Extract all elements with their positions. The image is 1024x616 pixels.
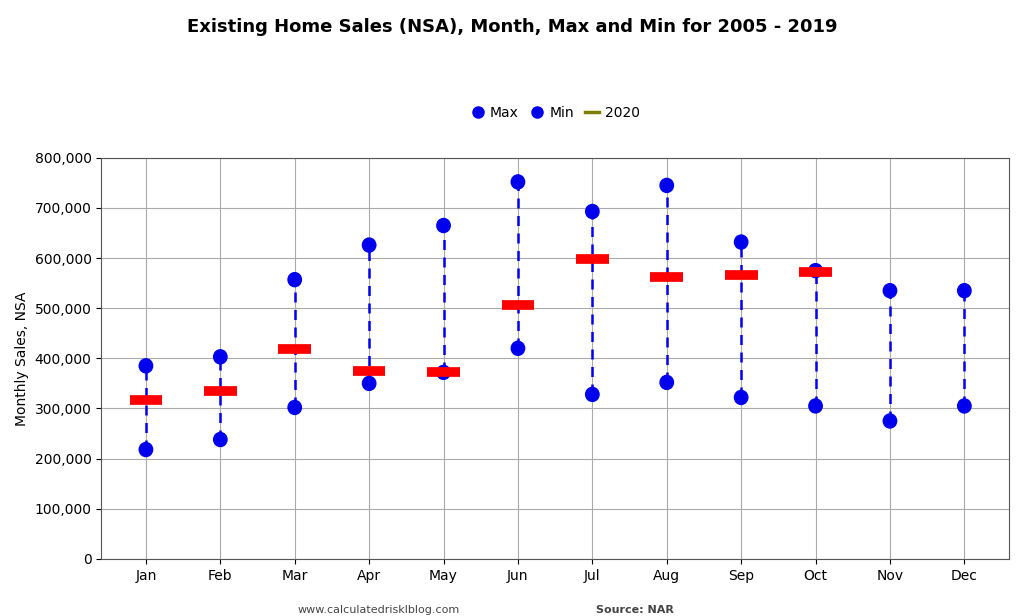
Ellipse shape — [511, 341, 524, 355]
Text: www.calculatedrisklblog.com: www.calculatedrisklblog.com — [298, 605, 460, 615]
Ellipse shape — [734, 391, 748, 405]
Ellipse shape — [437, 365, 451, 379]
Ellipse shape — [734, 235, 748, 249]
Text: Existing Home Sales (NSA), Month, Max and Min for 2005 - 2019: Existing Home Sales (NSA), Month, Max an… — [186, 18, 838, 36]
Ellipse shape — [214, 350, 227, 364]
Ellipse shape — [957, 283, 971, 298]
Ellipse shape — [139, 359, 153, 373]
Ellipse shape — [437, 219, 451, 233]
Ellipse shape — [884, 283, 897, 298]
Ellipse shape — [884, 414, 897, 428]
Ellipse shape — [511, 175, 524, 189]
Ellipse shape — [288, 400, 301, 415]
Ellipse shape — [288, 273, 301, 286]
Ellipse shape — [660, 179, 674, 192]
Ellipse shape — [139, 442, 153, 456]
Text: Source: NAR: Source: NAR — [596, 605, 674, 615]
Legend: Max, Min, 2020: Max, Min, 2020 — [465, 100, 645, 126]
Ellipse shape — [214, 432, 227, 447]
Ellipse shape — [957, 399, 971, 413]
Y-axis label: Monthly Sales, NSA: Monthly Sales, NSA — [15, 291, 29, 426]
Ellipse shape — [362, 376, 376, 391]
Ellipse shape — [362, 238, 376, 252]
Ellipse shape — [809, 264, 822, 278]
Ellipse shape — [586, 205, 599, 219]
Ellipse shape — [586, 387, 599, 402]
Ellipse shape — [660, 375, 674, 389]
Ellipse shape — [809, 399, 822, 413]
